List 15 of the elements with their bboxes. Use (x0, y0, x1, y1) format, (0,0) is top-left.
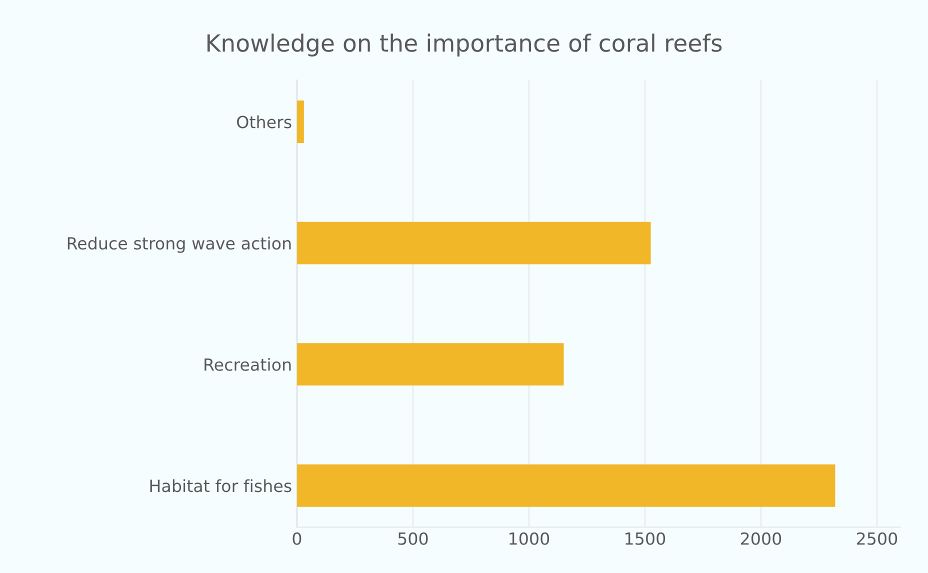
y-tick-label: Habitat for fishes (150, 479, 292, 492)
x-tick-label: 0 (292, 532, 302, 545)
x-tick-label: 2000 (740, 532, 782, 545)
y-tick-label: Recreation (204, 358, 291, 371)
bar (296, 343, 564, 386)
x-tick-label: 2500 (856, 532, 898, 545)
bar (296, 464, 836, 507)
x-tick-label: 1500 (626, 532, 666, 545)
y-tick-label: Reduce strong wave action (68, 236, 291, 253)
bar (296, 222, 651, 264)
chart-title: Knowledge on the importance of coral reefs (207, 34, 722, 56)
x-tick-label: 500 (398, 532, 428, 545)
y-tick-label: Others (237, 115, 292, 128)
bar (296, 100, 304, 143)
x-tick-label: 1000 (510, 532, 550, 545)
